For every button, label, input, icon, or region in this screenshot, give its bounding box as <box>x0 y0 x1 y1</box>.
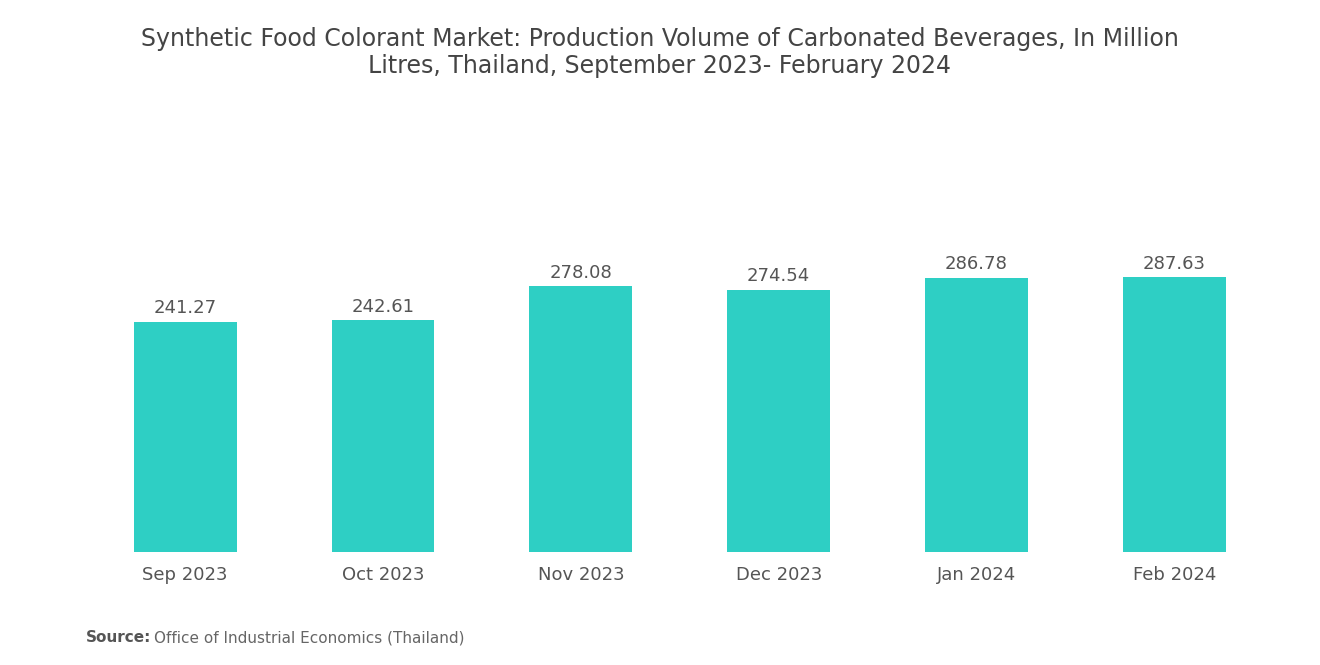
Text: 241.27: 241.27 <box>153 299 216 317</box>
Bar <box>331 321 434 552</box>
Text: 242.61: 242.61 <box>351 297 414 315</box>
Bar <box>727 290 830 552</box>
Text: Source:: Source: <box>86 630 152 645</box>
Text: 278.08: 278.08 <box>549 263 612 282</box>
Bar <box>529 287 632 552</box>
Bar <box>925 278 1028 552</box>
Text: 286.78: 286.78 <box>945 255 1008 273</box>
Text: Office of Industrial Economics (Thailand): Office of Industrial Economics (Thailand… <box>154 630 465 645</box>
Bar <box>133 322 236 552</box>
Text: 274.54: 274.54 <box>747 267 810 285</box>
Text: 287.63: 287.63 <box>1143 255 1206 273</box>
Text: Synthetic Food Colorant Market: Production Volume of Carbonated Beverages, In Mi: Synthetic Food Colorant Market: Producti… <box>141 27 1179 78</box>
Bar <box>1123 277 1226 552</box>
